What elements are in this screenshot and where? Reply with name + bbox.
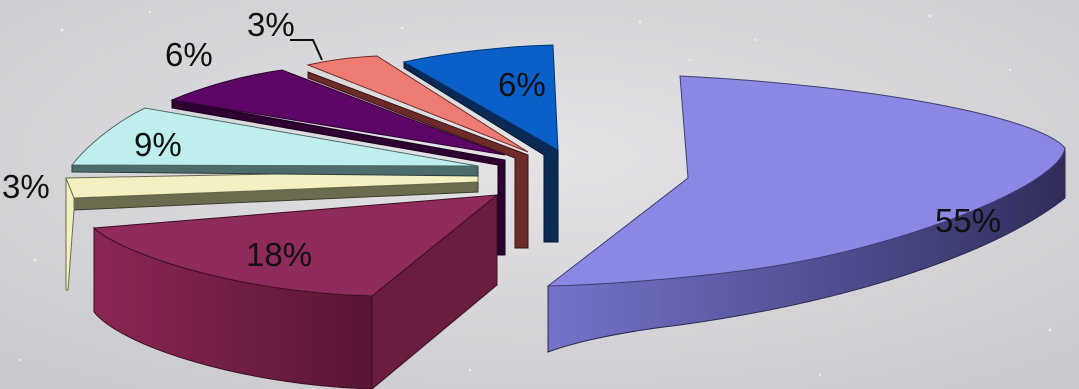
pie-slice-top (92, 194, 499, 297)
data-label: 18% (246, 236, 312, 273)
leader-line (290, 39, 323, 61)
pie-slice (65, 169, 479, 291)
pie-slice (402, 44, 559, 243)
data-label: 6% (498, 66, 546, 103)
data-label: 9% (134, 126, 182, 163)
data-label: 3% (2, 168, 50, 205)
pie-slice-side (171, 99, 506, 256)
pie-slice (70, 107, 479, 177)
pie-slice (306, 55, 529, 249)
background-stars (18, 10, 1052, 377)
data-label: 55% (935, 202, 1001, 239)
pie-slice (546, 75, 1066, 353)
data-label: 6% (165, 36, 213, 73)
pie-slice-side (307, 71, 529, 249)
pie-slice (170, 69, 506, 256)
pie-slice (92, 193, 499, 389)
pie-slice-top (70, 107, 479, 167)
pie-slice-top (170, 69, 506, 156)
pie-slice-top (306, 55, 529, 153)
data-label: 3% (247, 6, 295, 43)
pie-slice-top (402, 44, 559, 151)
pie-slice-top (546, 75, 1066, 287)
